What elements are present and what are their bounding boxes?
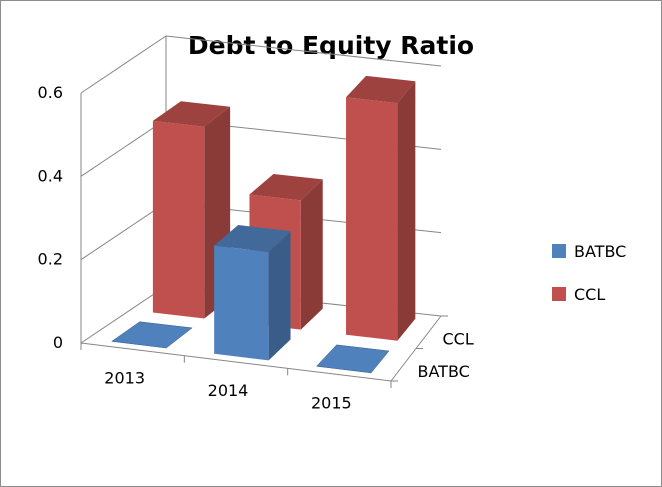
- bar-side: [397, 81, 416, 341]
- y-tick-label: 0: [53, 333, 63, 352]
- chart-title: Debt to Equity Ratio: [188, 31, 474, 60]
- bar-side: [300, 179, 323, 330]
- legend-label-ccl: CCL: [574, 285, 605, 304]
- bar-front: [214, 245, 269, 361]
- x-tick-label: 2013: [104, 368, 145, 387]
- depth-tick-label: BATBC: [418, 362, 470, 381]
- legend-swatch-ccl: [552, 287, 566, 301]
- bar-top: [316, 344, 390, 374]
- bar-front: [152, 120, 205, 319]
- legend-swatch-batbc: [552, 244, 566, 258]
- y-tick-label: 0.6: [38, 83, 63, 102]
- chart-bars: [111, 75, 416, 374]
- y-tick-label: 0.2: [38, 250, 63, 269]
- bar-top: [111, 321, 193, 349]
- legend: BATBC CCL: [552, 242, 626, 304]
- bar-top: [249, 173, 323, 201]
- bar-top: [346, 75, 416, 104]
- bar-batbc-2014: [214, 224, 291, 361]
- x-axis-line: [80, 342, 392, 382]
- bar-front: [346, 97, 398, 341]
- bar-ccl-2015: [346, 75, 416, 341]
- bar-side: [268, 231, 291, 361]
- bar-batbc-2015: [316, 344, 390, 374]
- bar-top: [214, 224, 291, 253]
- x-tick-label: 2015: [311, 394, 352, 413]
- bar-top: [152, 101, 231, 127]
- depth-tick-label: CCL: [443, 329, 474, 348]
- legend-label-batbc: BATBC: [574, 242, 626, 261]
- y-tick-label: 0.4: [38, 166, 63, 185]
- bar-batbc-2013: [111, 321, 193, 349]
- chart-labels: 0 0.2 0.4 0.6 2013 2014 2015 CCL BATBC: [38, 83, 474, 413]
- x-tick-label: 2014: [208, 381, 249, 400]
